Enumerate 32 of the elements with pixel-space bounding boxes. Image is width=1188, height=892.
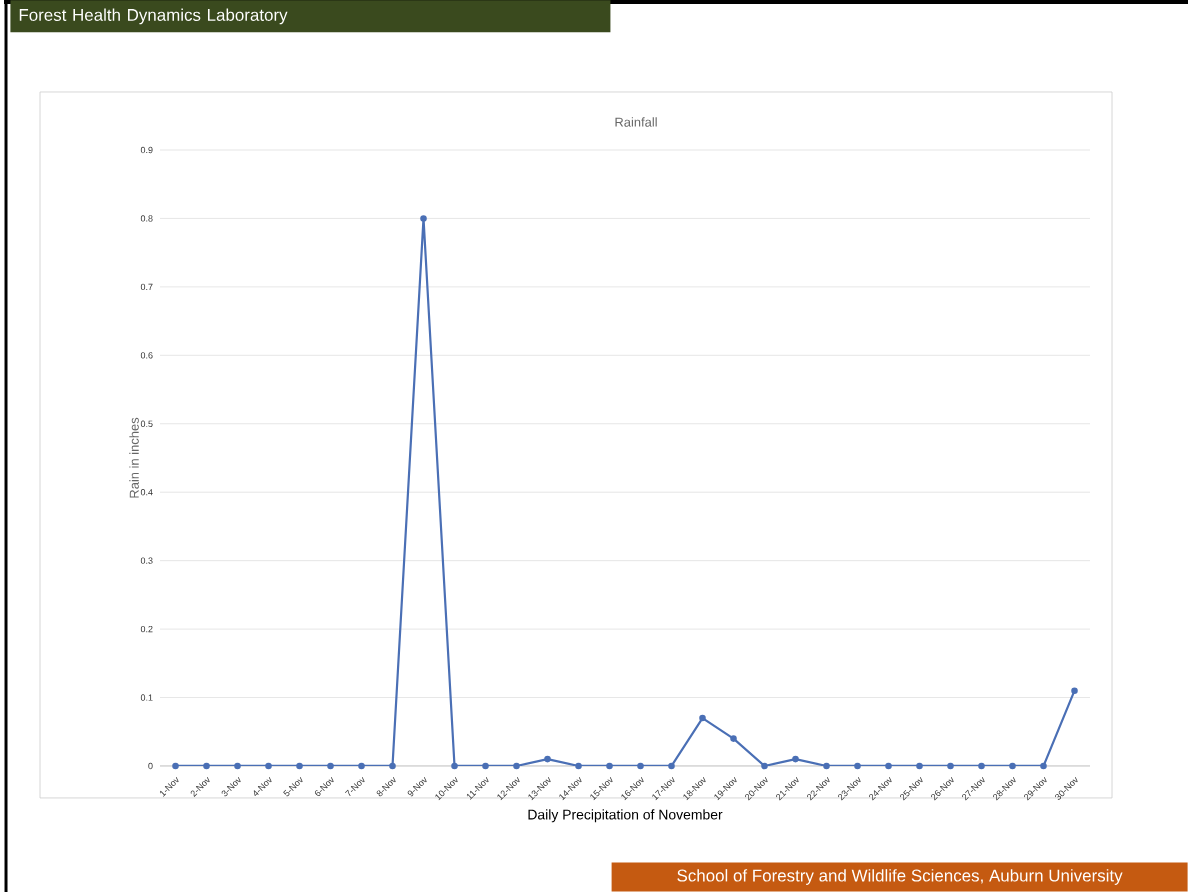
- point: [730, 735, 737, 742]
- point: [482, 762, 489, 770]
- point: [1040, 762, 1047, 770]
- point: [234, 762, 241, 770]
- point: [296, 762, 303, 770]
- point: [513, 762, 520, 770]
- point: [1071, 687, 1078, 694]
- point: [420, 215, 427, 222]
- point: [792, 755, 799, 763]
- point: [203, 762, 210, 770]
- point: [544, 755, 551, 763]
- point: [172, 762, 179, 770]
- point: [916, 762, 923, 770]
- point: [885, 762, 892, 770]
- point: [761, 762, 768, 770]
- point: [265, 762, 272, 770]
- text: Forest Health Dynamics Laboratory: [19, 8, 288, 25]
- point: [947, 762, 954, 770]
- point: [823, 762, 830, 770]
- point: [606, 762, 613, 770]
- point: [854, 762, 861, 770]
- point: [327, 762, 334, 770]
- point: [358, 762, 365, 770]
- point: [978, 762, 985, 770]
- point: [389, 762, 396, 770]
- point: [699, 714, 706, 722]
- point: [637, 762, 644, 770]
- point: [575, 762, 582, 770]
- text: School of Forestry and Wildlife Sciences, Auburn University: [677, 869, 1123, 885]
- point: [451, 762, 458, 770]
- point: [668, 762, 675, 770]
- point: [1009, 762, 1016, 770]
